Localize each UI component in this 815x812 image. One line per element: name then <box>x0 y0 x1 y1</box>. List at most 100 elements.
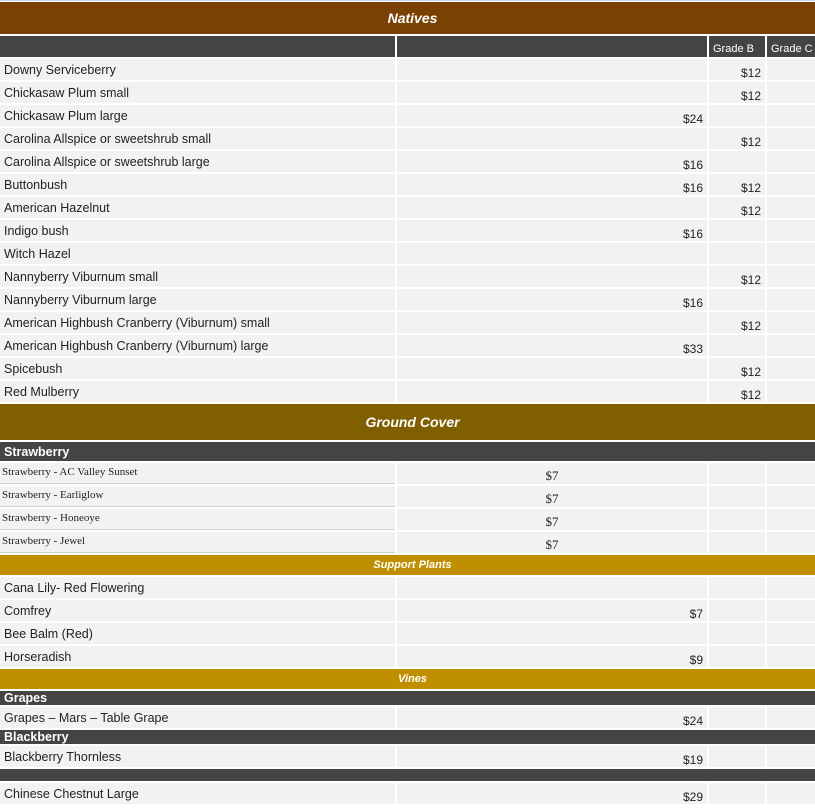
column-header <box>397 36 707 57</box>
table-row: Blackberry Thornless $19 <box>0 746 815 767</box>
section-header: Natives <box>0 2 815 34</box>
table-row: Chinese Chestnut Large $29 <box>0 783 815 804</box>
price <box>397 623 707 644</box>
top-border <box>0 0 815 2</box>
table-row: Horseradish $9 <box>0 646 815 667</box>
price: $29 <box>397 783 707 804</box>
table-row: Carolina Allspice or sweetshrub small $12 <box>0 128 815 149</box>
grade-b-price <box>709 486 765 507</box>
column-header: Grade C <box>767 36 815 57</box>
table-row: Nannyberry Viburnum small $12 <box>0 266 815 287</box>
table-row: Chickasaw Plum large $24 <box>0 105 815 126</box>
grade-c-price <box>767 243 815 264</box>
price: $7 <box>397 600 707 621</box>
item-name: Strawberry - AC Valley Sunset <box>0 463 395 484</box>
item-name: American Highbush Cranberry (Viburnum) s… <box>0 312 395 333</box>
grade-b-price: $12 <box>709 174 765 195</box>
table-row: Strawberry - Jewel $7 <box>0 532 815 553</box>
gap-cell <box>0 804 815 806</box>
grade-b-price <box>709 746 765 767</box>
grade-b-price: $12 <box>709 128 765 149</box>
grade-c-price <box>767 509 815 530</box>
grade-b-price <box>709 220 765 241</box>
item-name: Carolina Allspice or sweetshrub large <box>0 151 395 172</box>
price: $7 <box>397 509 707 530</box>
grade-c-price <box>767 486 815 507</box>
grade-c-price <box>767 59 815 80</box>
item-name: American Hazelnut <box>0 197 395 218</box>
item-name: Nannyberry Viburnum small <box>0 266 395 287</box>
grade-c-price <box>767 289 815 310</box>
item-name: Grapes – Mars – Table Grape <box>0 707 395 728</box>
grade-b-price <box>709 335 765 356</box>
grade-c-price <box>767 707 815 728</box>
column-header: Grade B <box>709 36 765 57</box>
grade-b-price <box>709 577 765 598</box>
grade-b-price <box>709 509 765 530</box>
item-name: Carolina Allspice or sweetshrub small <box>0 128 395 149</box>
table-row: Strawberry - Earliglow $7 <box>0 486 815 507</box>
item-name: Blackberry Thornless <box>0 746 395 767</box>
price: $33 <box>397 335 707 356</box>
grade-b-price <box>709 463 765 484</box>
subgroup-label <box>0 769 815 781</box>
price <box>397 243 707 264</box>
table-row: Downy Serviceberry $12 <box>0 59 815 80</box>
table-row: Strawberry - AC Valley Sunset $7 <box>0 463 815 484</box>
grade-c-price <box>767 532 815 553</box>
table-row: Bee Balm (Red) <box>0 623 815 644</box>
grade-b-price: $12 <box>709 82 765 103</box>
subgroup-label: Grapes <box>0 691 815 705</box>
grade-b-price: $12 <box>709 381 765 402</box>
item-name: Buttonbush <box>0 174 395 195</box>
subgroup-label: Strawberry <box>0 442 815 461</box>
grade-c-price <box>767 128 815 149</box>
section-header: Vines <box>0 669 815 689</box>
table-row: Comfrey $7 <box>0 600 815 621</box>
table-row: Spicebush $12 <box>0 358 815 379</box>
table-row: Carolina Allspice or sweetshrub large $16 <box>0 151 815 172</box>
grade-c-price <box>767 220 815 241</box>
column-header <box>0 36 395 57</box>
table-row: Buttonbush $16 $12 <box>0 174 815 195</box>
grade-c-price <box>767 463 815 484</box>
grade-c-price <box>767 82 815 103</box>
price <box>397 577 707 598</box>
item-name: Strawberry - Earliglow <box>0 486 395 507</box>
table-row: American Highbush Cranberry (Viburnum) s… <box>0 312 815 333</box>
grade-c-price <box>767 600 815 621</box>
grade-b-price: $12 <box>709 266 765 287</box>
grade-c-price <box>767 335 815 356</box>
price <box>397 266 707 287</box>
grade-b-price: $12 <box>709 197 765 218</box>
grade-c-price <box>767 266 815 287</box>
grade-b-price: $12 <box>709 312 765 333</box>
item-name: Horseradish <box>0 646 395 667</box>
price: $9 <box>397 646 707 667</box>
grade-c-price <box>767 151 815 172</box>
grade-c-price <box>767 312 815 333</box>
item-name: Spicebush <box>0 358 395 379</box>
grade-b-price <box>709 623 765 644</box>
item-name: Strawberry - Jewel <box>0 532 395 553</box>
grade-c-price <box>767 358 815 379</box>
grade-c-price <box>767 623 815 644</box>
table-row: Red Mulberry $12 <box>0 381 815 402</box>
price: $7 <box>397 463 707 484</box>
item-name: Witch Hazel <box>0 243 395 264</box>
price: $16 <box>397 289 707 310</box>
price <box>397 312 707 333</box>
table-row: Chickasaw Plum small $12 <box>0 82 815 103</box>
price <box>397 59 707 80</box>
grade-b-price <box>709 646 765 667</box>
section-header: Support Plants <box>0 555 815 575</box>
table-row: American Hazelnut $12 <box>0 197 815 218</box>
section-title: Support Plants <box>0 555 815 575</box>
section-header: Ground Cover <box>0 404 815 440</box>
subgroup-header <box>0 769 815 781</box>
item-name: Comfrey <box>0 600 395 621</box>
price <box>397 197 707 218</box>
table-row: Nannyberry Viburnum large $16 <box>0 289 815 310</box>
grade-c-price <box>767 577 815 598</box>
item-name: Indigo bush <box>0 220 395 241</box>
